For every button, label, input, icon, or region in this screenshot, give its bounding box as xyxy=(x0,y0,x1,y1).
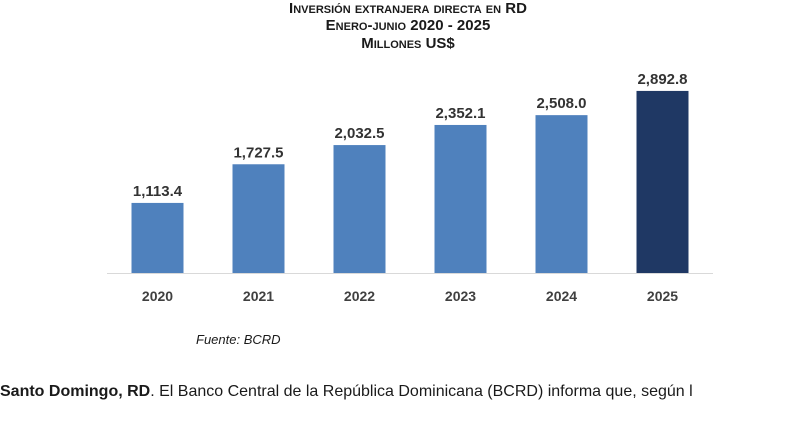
chart-subtitle: Enero-junio 2020 - 2025 xyxy=(325,17,491,34)
data-label-2020: 1,113.4 xyxy=(133,183,183,200)
x-tick-label-2021: 2021 xyxy=(243,288,274,304)
data-label-2025: 2,892.8 xyxy=(637,71,687,88)
bar-2021 xyxy=(232,164,285,273)
bar-2022 xyxy=(333,145,386,273)
x-tick-label-2025: 2025 xyxy=(647,288,678,304)
x-tick-label-2024: 2024 xyxy=(546,288,577,304)
article-paragraph: Santo Domingo, RD. El Banco Central de l… xyxy=(0,383,800,401)
chart-titles: Inversión extranjera directa en RD Enero… xyxy=(0,0,800,53)
chart-unit-label: Millones US$ xyxy=(361,35,455,52)
data-label-2022: 2,032.5 xyxy=(334,125,384,142)
data-label-2023: 2,352.1 xyxy=(435,105,485,122)
data-label-2021: 1,727.5 xyxy=(233,144,283,161)
article-text: . El Banco Central de la República Domin… xyxy=(150,383,693,400)
x-tick-label-2020: 2020 xyxy=(142,288,173,304)
source-note: Fuente: BCRD xyxy=(196,332,281,347)
bar-2020 xyxy=(131,202,184,273)
dateline: Santo Domingo, RD xyxy=(0,383,151,400)
x-tick-label-2023: 2023 xyxy=(445,288,476,304)
chart-title: Inversión extranjera directa en RD xyxy=(289,0,527,17)
data-label-2024: 2,508.0 xyxy=(536,95,586,112)
bar-2024 xyxy=(535,115,588,274)
bar-2023 xyxy=(434,124,487,274)
x-tick-label-2022: 2022 xyxy=(344,288,375,304)
bar-2025 xyxy=(636,90,689,273)
